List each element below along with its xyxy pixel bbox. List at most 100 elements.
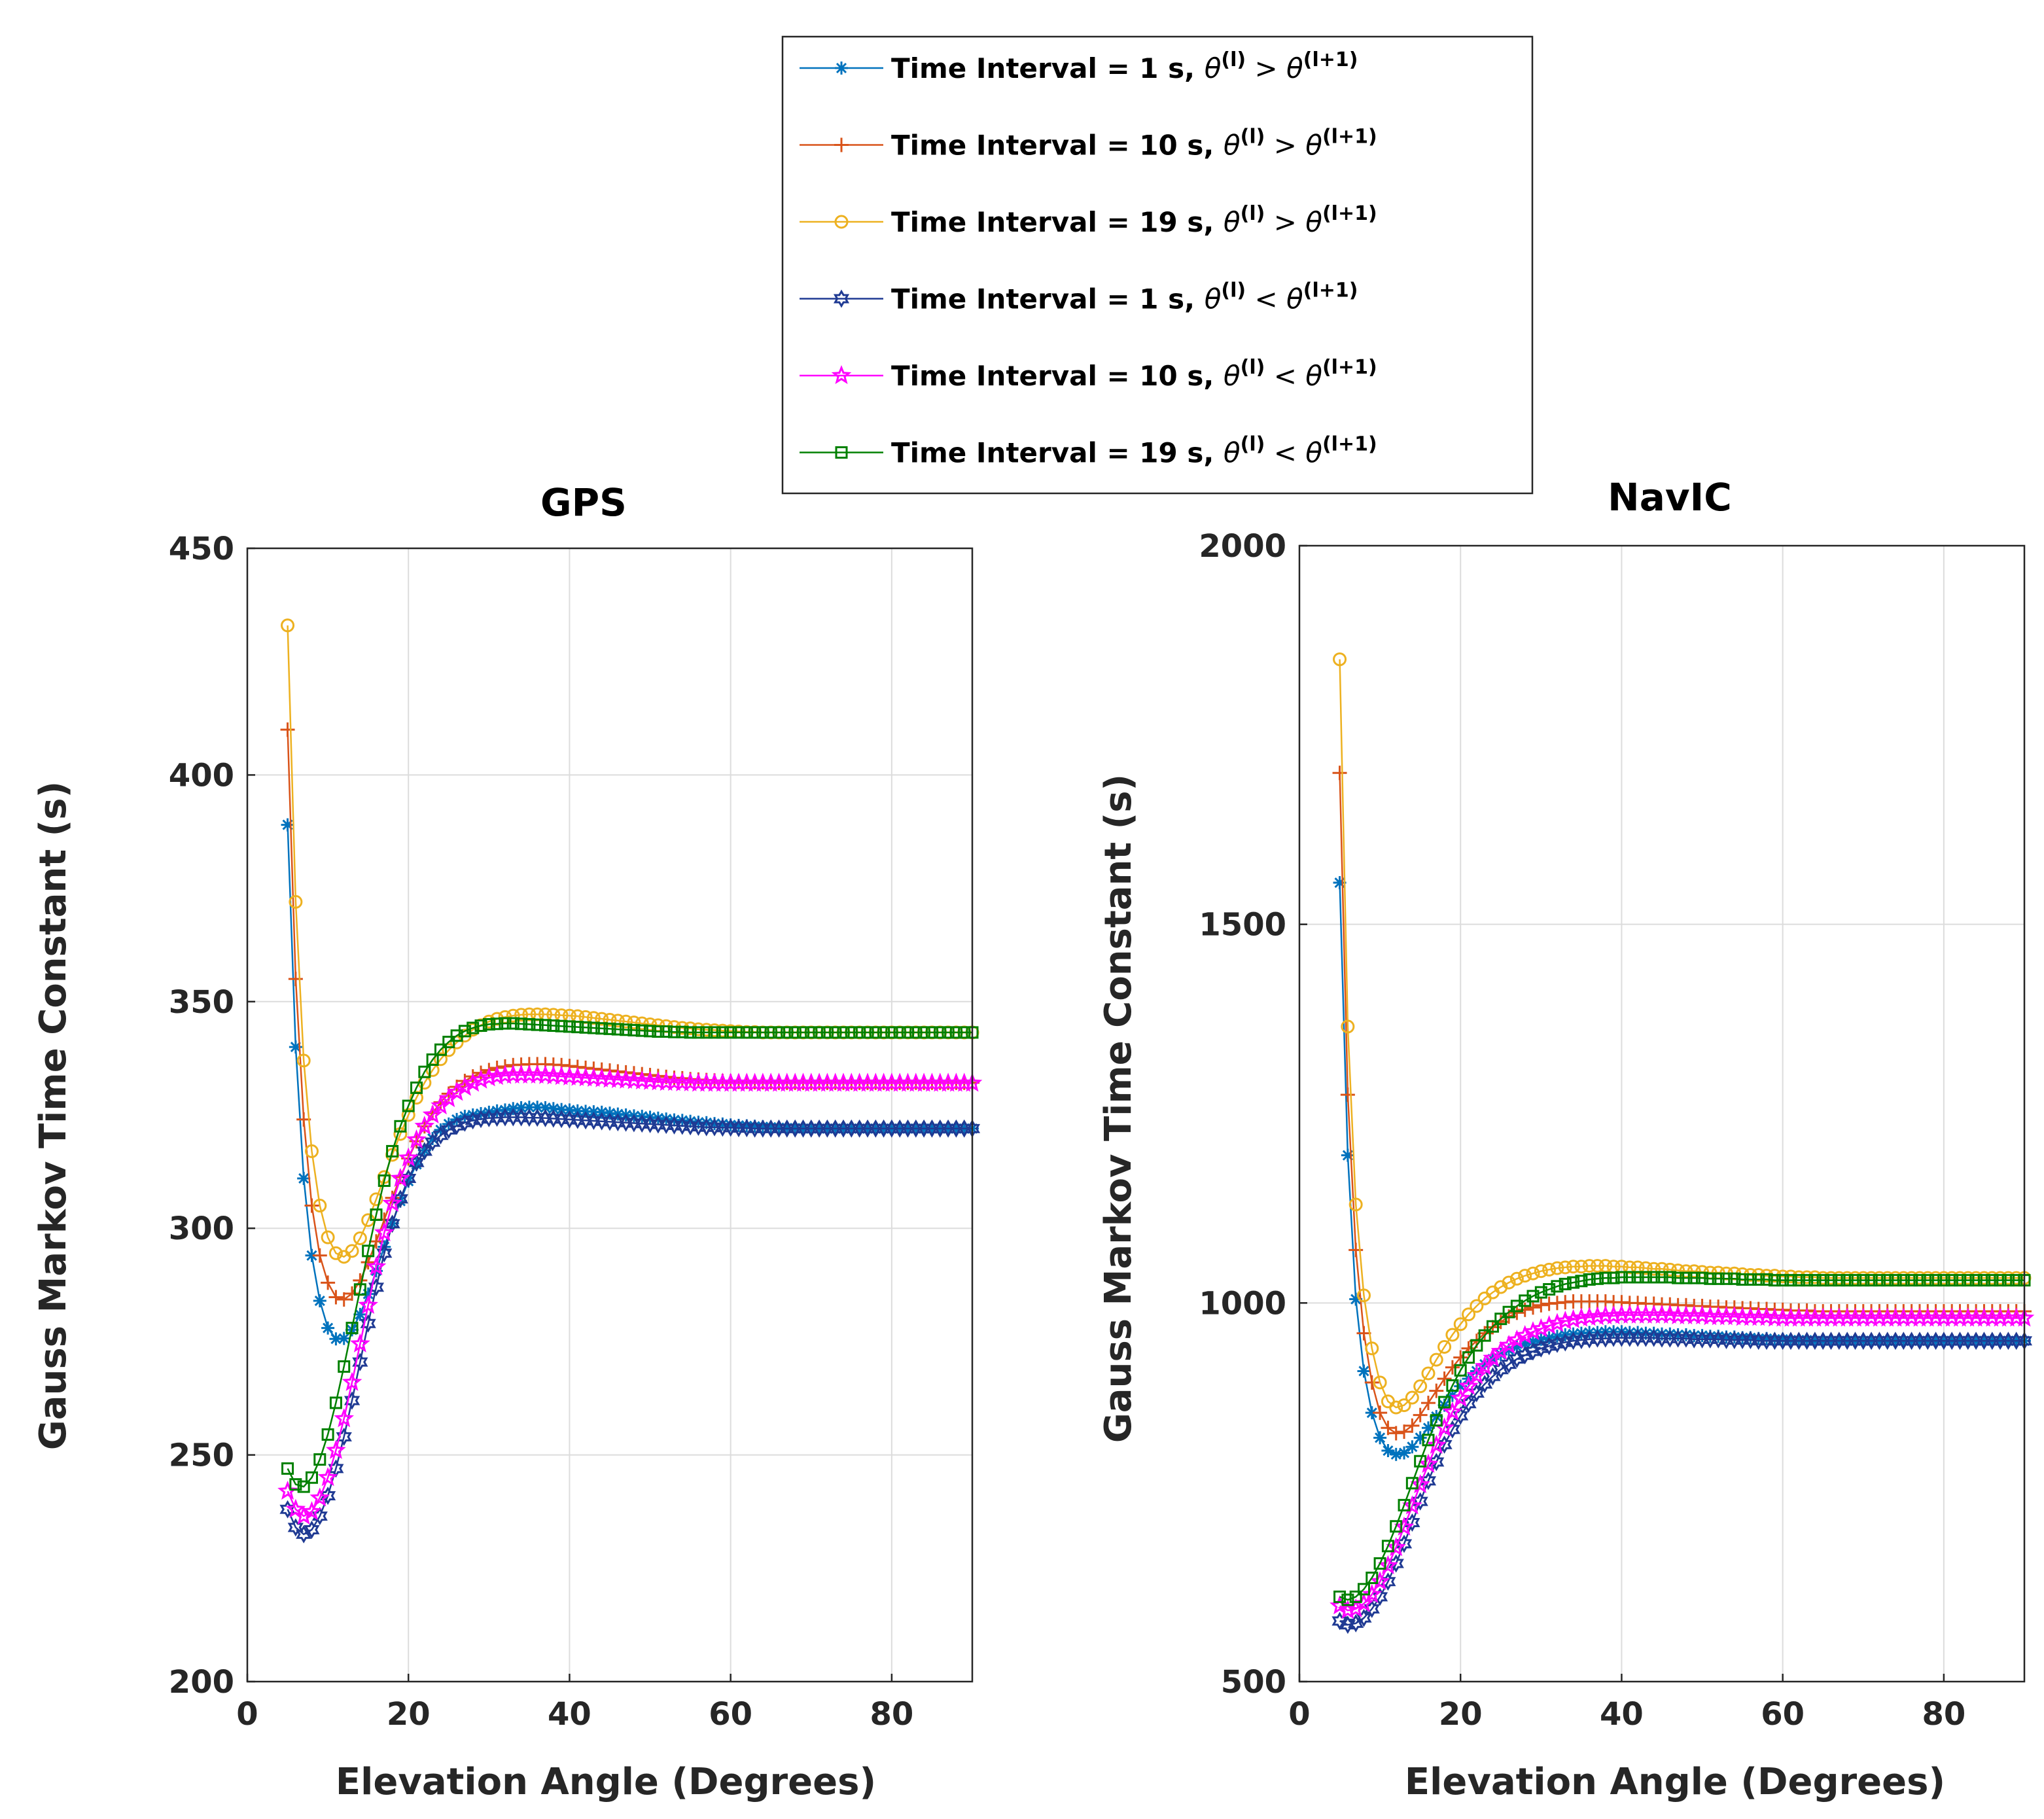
gps-series-5-point	[523, 1017, 536, 1031]
legend-superscript: (l+1)	[1303, 279, 1358, 302]
navic-series-2-point	[1502, 1275, 1516, 1290]
navic-series-3-point	[1460, 1394, 1477, 1413]
gps-series-1-point	[368, 1234, 383, 1249]
gps-series-5-point	[781, 1026, 794, 1039]
gps-xtick-label-80: 80	[870, 1696, 913, 1733]
gps-series-2-point	[289, 894, 303, 909]
gps-series	[277, 618, 983, 1544]
navic-x-label: Elevation Angle (Degrees)	[1405, 1761, 1945, 1803]
gps-series-5-point	[442, 1035, 455, 1048]
gps-series-5-point	[362, 1245, 375, 1258]
gps-series-2-point	[353, 1231, 367, 1245]
navic-series-5-point	[1551, 1280, 1564, 1293]
gps-series-2-point	[369, 1192, 383, 1207]
gps-series-0-point	[321, 1321, 335, 1335]
navic-series-5-point	[1438, 1396, 1451, 1409]
gps-series-0-point	[305, 1248, 319, 1262]
gps-ticks: 0 20 40 60 80 200 250 300 350 400 450	[169, 531, 913, 1733]
legend-swatch-marker	[833, 289, 850, 308]
navic-series-1-point	[1332, 766, 1347, 781]
gps-series-4-point	[382, 1193, 402, 1212]
gps-series-5-point	[949, 1026, 962, 1039]
legend-relation: <	[1265, 360, 1305, 392]
navic-y-label: Gauss Markov Time Constant (s)	[1097, 774, 1140, 1443]
navic-xtick-label-80: 80	[1922, 1696, 1965, 1733]
navic-series-5-point	[1559, 1277, 1572, 1290]
navic-series-5-point	[1954, 1274, 1967, 1287]
legend-theta: θ	[1305, 130, 1322, 162]
gps-series-5-point	[418, 1065, 431, 1078]
gps-series-4-point	[349, 1333, 370, 1352]
navic-series-5-point	[1341, 1593, 1354, 1606]
gps-series-2-point	[433, 1052, 448, 1067]
gps-series-5-point	[740, 1026, 753, 1039]
navic-series-2-point	[1574, 1260, 1589, 1274]
gps-series-5-point	[934, 1026, 947, 1039]
navic-series-5-point	[1905, 1274, 1918, 1287]
legend-relation: <	[1265, 437, 1305, 469]
gps-series-5-point	[837, 1026, 850, 1039]
navic-series-5-point	[1752, 1273, 1765, 1286]
navic-ytick-label-2000: 2000	[1199, 528, 1286, 565]
navic-series-2-point	[1623, 1260, 1637, 1275]
navic-series-5-point	[1663, 1271, 1676, 1284]
gps-series-4-point	[285, 1498, 306, 1518]
navic-series-3-point	[1557, 1333, 1574, 1352]
navic-axes-box	[1298, 544, 2026, 1683]
navic-series-5-point	[1534, 1286, 1547, 1299]
navic-series-1-point	[1526, 1300, 1541, 1315]
legend-label: Time Interval = 10 s, θ(l) > θ(l+1)	[891, 126, 1377, 162]
navic-series-3-point	[1412, 1492, 1428, 1511]
navic-ytick-label-1000: 1000	[1199, 1285, 1286, 1322]
navic-series-2-point	[1389, 1400, 1403, 1415]
legend-label: Time Interval = 1 s, θ(l) < θ(l+1)	[891, 279, 1358, 315]
gps-series-5-point	[434, 1043, 447, 1056]
legend-theta: θ	[1224, 206, 1241, 238]
gps-series-4-point	[470, 1069, 491, 1089]
navic-series-5-point	[1969, 1274, 1982, 1287]
navic-series-2-point	[1542, 1262, 1557, 1277]
navic-series-5	[1333, 1271, 2031, 1606]
navic-series-5-point	[1414, 1455, 1427, 1468]
legend-swatch-marker	[831, 364, 852, 385]
navic-series-5-point	[1776, 1274, 1789, 1287]
navic-series-5-point	[1929, 1274, 1943, 1287]
legend-entry-3: Time Interval = 1 s, θ(l) < θ(l+1)	[800, 279, 1358, 315]
navic-series-0-point	[1357, 1364, 1371, 1378]
navic-series-5-point	[1398, 1498, 1411, 1511]
legend-theta: θ	[1205, 52, 1222, 84]
gps-series-3-point	[376, 1244, 393, 1263]
gps-x-label: Elevation Angle (Degrees)	[336, 1761, 876, 1803]
gps-series-5-point	[764, 1026, 777, 1039]
gps-series-3-point	[440, 1120, 457, 1139]
gps-series-5-point	[313, 1453, 326, 1466]
gps-series-5-point	[909, 1026, 923, 1039]
gps-series-5-point	[716, 1026, 729, 1039]
legend-theta: θ	[1305, 206, 1322, 238]
gps-series-5-point	[652, 1025, 665, 1038]
gps-ytick-label-450: 450	[169, 531, 234, 567]
navic-xtick-label-0: 0	[1288, 1696, 1310, 1733]
gps-series-3-point	[368, 1278, 385, 1297]
navic-series-5-point	[2001, 1274, 2015, 1287]
gps-series-5-point	[571, 1021, 584, 1034]
navic-series-5-point	[1784, 1274, 1797, 1287]
navic-series-4-point	[1442, 1401, 1463, 1421]
gps-series-4-point	[414, 1116, 435, 1135]
gps-series-0-point	[313, 1294, 326, 1308]
gps-series-5-point	[749, 1026, 762, 1039]
navic-series-1-point	[1388, 1426, 1403, 1441]
gps-series-4-point	[390, 1167, 411, 1188]
gps-series-4-point	[358, 1294, 379, 1315]
gps-series-4-point	[342, 1371, 362, 1391]
navic-series-2-point	[1526, 1266, 1540, 1280]
gps-series-5-point	[458, 1025, 471, 1038]
gps-xtick-label-60: 60	[709, 1696, 752, 1733]
navic-series-3-point	[1331, 1612, 1348, 1631]
navic-series-5-point	[1599, 1271, 1612, 1284]
navic-series-2-point	[1638, 1261, 1653, 1275]
navic-series-3-point	[1533, 1339, 1549, 1358]
navic-series-5-point	[1607, 1271, 1620, 1284]
legend-label-prefix: Time Interval = 19 s,	[891, 206, 1224, 238]
